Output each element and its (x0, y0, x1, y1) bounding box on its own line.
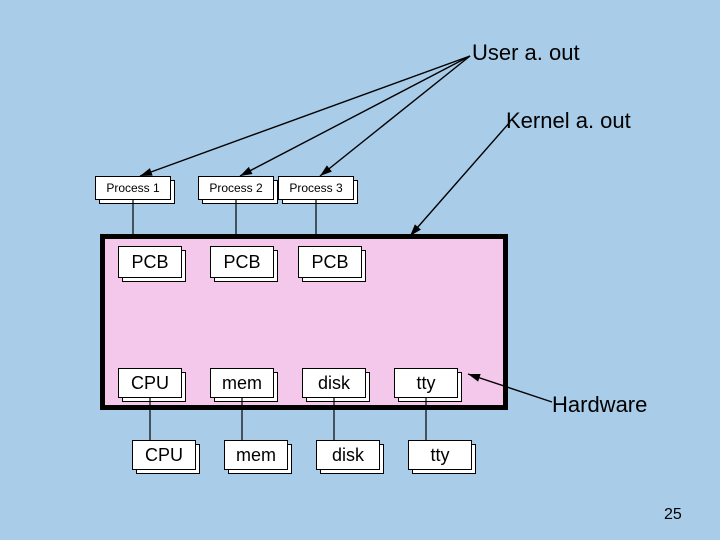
driver-mem-label: mem (222, 373, 262, 394)
driver-cpu-label: CPU (131, 373, 169, 394)
hw-mem-label: mem (236, 445, 276, 466)
driver-tty-label: tty (416, 373, 435, 394)
hw-cpu-box: CPU (132, 440, 196, 470)
process-3-label: Process 3 (289, 181, 342, 195)
hw-disk-label: disk (332, 445, 364, 466)
process-1-box: Process 1 (95, 176, 171, 200)
driver-tty-box: tty (394, 368, 458, 398)
process-2-label: Process 2 (209, 181, 262, 195)
hw-disk-box: disk (316, 440, 380, 470)
driver-mem-box: mem (210, 368, 274, 398)
process-1-label: Process 1 (106, 181, 159, 195)
pcb-1-box: PCB (118, 246, 182, 278)
pcb-2-label: PCB (223, 252, 260, 273)
pcb-1-label: PCB (131, 252, 168, 273)
hardware-label: Hardware (552, 392, 647, 418)
pcb-3-label: PCB (311, 252, 348, 273)
kernel-aout-label: Kernel a. out (506, 108, 631, 134)
process-3-box: Process 3 (278, 176, 354, 200)
hw-mem-box: mem (224, 440, 288, 470)
page-number: 25 (664, 506, 682, 524)
driver-disk-label: disk (318, 373, 350, 394)
hw-cpu-label: CPU (145, 445, 183, 466)
user-aout-label: User a. out (472, 40, 580, 66)
driver-cpu-box: CPU (118, 368, 182, 398)
hw-tty-label: tty (430, 445, 449, 466)
hw-tty-box: tty (408, 440, 472, 470)
diagram-stage: Process 1 Process 2 Process 3 PCB PCB PC… (0, 0, 720, 540)
process-2-box: Process 2 (198, 176, 274, 200)
driver-disk-box: disk (302, 368, 366, 398)
pcb-2-box: PCB (210, 246, 274, 278)
pcb-3-box: PCB (298, 246, 362, 278)
